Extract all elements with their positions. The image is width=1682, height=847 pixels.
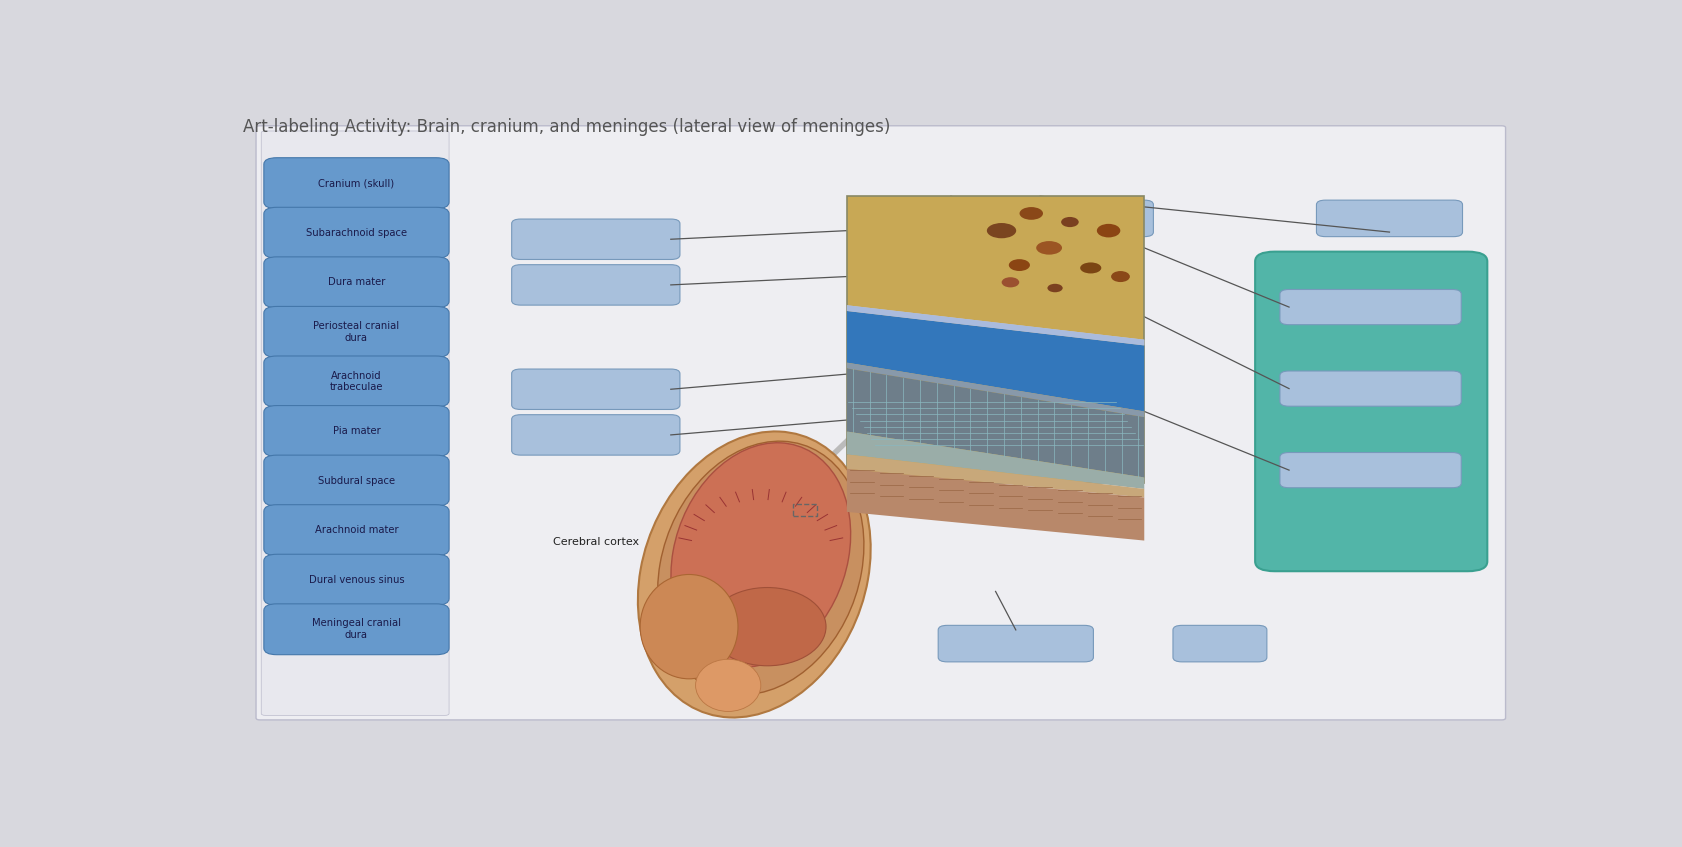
FancyBboxPatch shape	[264, 208, 449, 258]
FancyBboxPatch shape	[1315, 200, 1462, 236]
Ellipse shape	[986, 223, 1016, 238]
FancyBboxPatch shape	[264, 406, 449, 457]
Ellipse shape	[1097, 224, 1120, 237]
Polygon shape	[846, 368, 1144, 478]
Polygon shape	[846, 311, 1144, 412]
FancyBboxPatch shape	[511, 369, 680, 409]
Ellipse shape	[637, 431, 870, 717]
FancyBboxPatch shape	[264, 554, 449, 605]
Text: Arachnoid mater: Arachnoid mater	[315, 525, 399, 535]
Ellipse shape	[1001, 277, 1019, 287]
Polygon shape	[846, 305, 1144, 346]
FancyBboxPatch shape	[264, 307, 449, 357]
Ellipse shape	[1008, 259, 1029, 271]
Ellipse shape	[1046, 284, 1061, 292]
FancyBboxPatch shape	[264, 356, 449, 407]
FancyBboxPatch shape	[937, 625, 1093, 662]
FancyBboxPatch shape	[264, 455, 449, 506]
FancyBboxPatch shape	[1255, 252, 1487, 571]
Text: Periosteal cranial
dura: Periosteal cranial dura	[313, 321, 399, 343]
FancyBboxPatch shape	[846, 197, 1144, 483]
Text: Dural venous sinus: Dural venous sinus	[308, 575, 404, 584]
FancyBboxPatch shape	[1278, 290, 1460, 324]
Text: Subdural space: Subdural space	[318, 475, 395, 485]
Ellipse shape	[695, 659, 760, 711]
Text: Art-labeling Activity: Brain, cranium, and meninges (lateral view of meninges): Art-labeling Activity: Brain, cranium, a…	[242, 118, 890, 136]
FancyBboxPatch shape	[264, 257, 449, 307]
Ellipse shape	[658, 441, 863, 695]
Ellipse shape	[639, 574, 737, 678]
Polygon shape	[846, 469, 1144, 540]
Polygon shape	[846, 455, 1144, 497]
Text: Meningeal cranial
dura: Meningeal cranial dura	[311, 618, 400, 640]
Text: Subarachnoid space: Subarachnoid space	[306, 228, 407, 238]
Polygon shape	[846, 431, 1144, 489]
FancyBboxPatch shape	[1008, 200, 1152, 236]
Ellipse shape	[1080, 263, 1100, 274]
FancyBboxPatch shape	[256, 125, 1505, 720]
Polygon shape	[846, 363, 1144, 418]
FancyBboxPatch shape	[1278, 452, 1460, 488]
Text: Arachnoid
trabeculae: Arachnoid trabeculae	[330, 371, 383, 392]
Text: Cranium (skull): Cranium (skull)	[318, 178, 394, 188]
FancyBboxPatch shape	[264, 505, 449, 556]
Ellipse shape	[1036, 241, 1061, 255]
Text: Pia mater: Pia mater	[333, 426, 380, 436]
Ellipse shape	[708, 588, 826, 666]
FancyBboxPatch shape	[511, 219, 680, 259]
Polygon shape	[846, 305, 1144, 346]
FancyBboxPatch shape	[511, 415, 680, 455]
FancyBboxPatch shape	[1172, 625, 1267, 662]
FancyBboxPatch shape	[261, 131, 449, 716]
Text: Cerebral cortex: Cerebral cortex	[553, 537, 639, 547]
Ellipse shape	[1060, 217, 1078, 227]
FancyBboxPatch shape	[264, 604, 449, 655]
Text: Dura mater: Dura mater	[328, 277, 385, 287]
FancyBboxPatch shape	[511, 264, 680, 305]
Ellipse shape	[1110, 271, 1129, 282]
FancyBboxPatch shape	[264, 158, 449, 208]
Ellipse shape	[1019, 207, 1043, 219]
Ellipse shape	[671, 443, 849, 667]
FancyBboxPatch shape	[1278, 371, 1460, 407]
